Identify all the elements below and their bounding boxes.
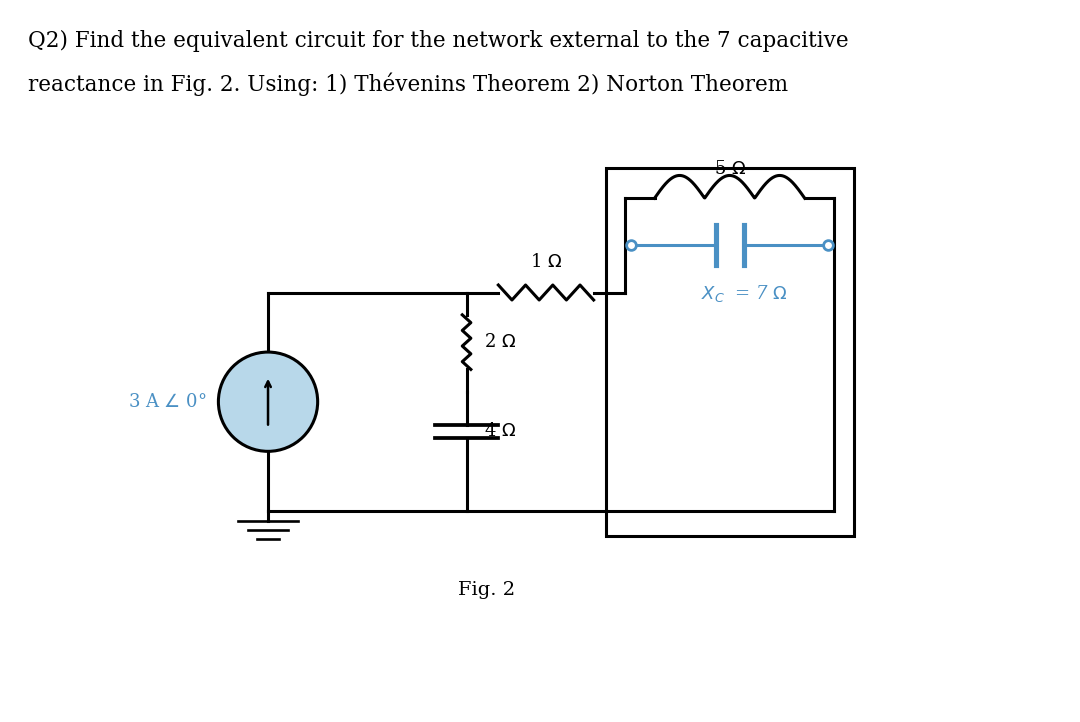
Text: 2 $\Omega$: 2 $\Omega$ — [485, 333, 516, 351]
Text: 5 $\Omega$: 5 $\Omega$ — [714, 160, 745, 178]
Text: 1 $\Omega$: 1 $\Omega$ — [530, 253, 562, 271]
Bar — [606, 168, 853, 536]
Text: Q2) Find the equivalent circuit for the network external to the 7 capacitive: Q2) Find the equivalent circuit for the … — [28, 30, 849, 51]
Circle shape — [218, 352, 318, 451]
Text: reactance in Fig. 2. Using: 1) Thévenins Theorem 2) Norton Theorem: reactance in Fig. 2. Using: 1) Thévenins… — [28, 72, 788, 95]
Text: Fig. 2: Fig. 2 — [458, 581, 515, 599]
Text: $X_C$  = 7 $\Omega$: $X_C$ = 7 $\Omega$ — [701, 283, 788, 304]
Text: 4 $\Omega$: 4 $\Omega$ — [485, 422, 516, 440]
Text: 3 A $\angle$ 0°: 3 A $\angle$ 0° — [127, 393, 206, 411]
